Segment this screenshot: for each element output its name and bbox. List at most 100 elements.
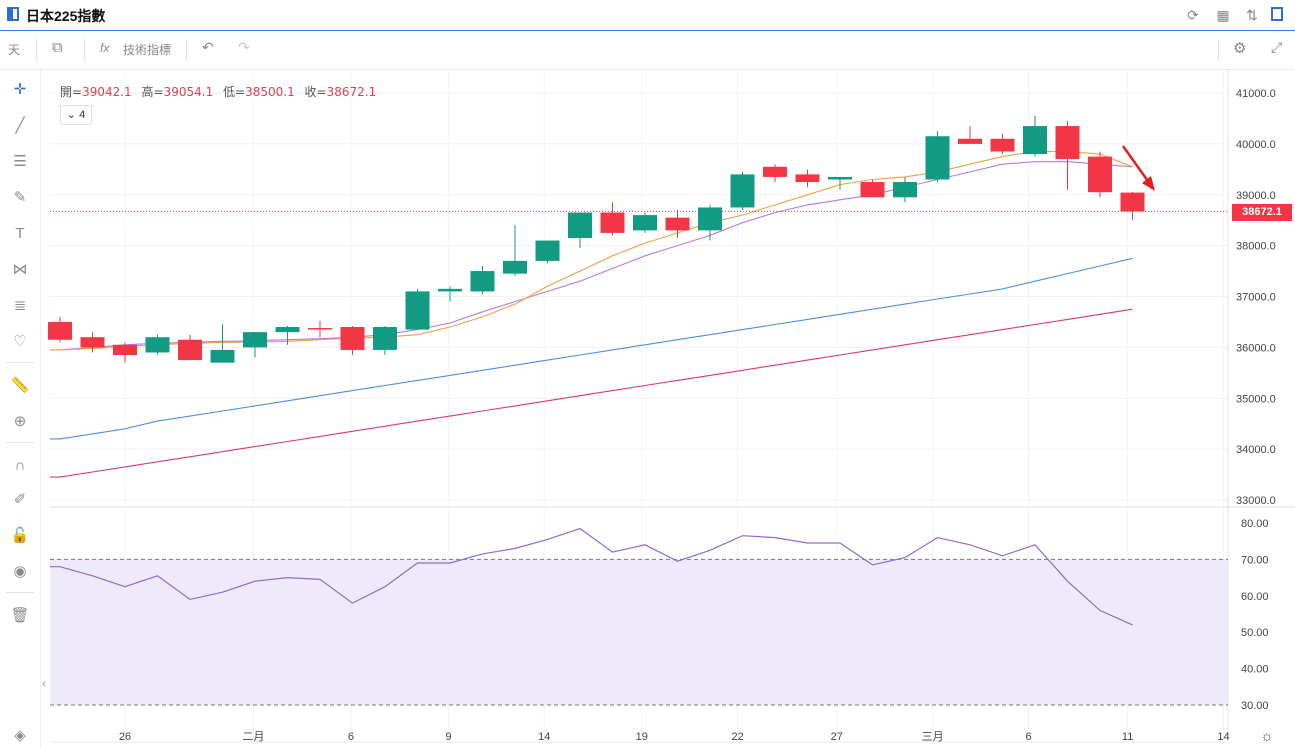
zoom-in-icon[interactable]: ⊕ [13,413,27,430]
y-tick-label: 35000.0 [1236,393,1276,405]
candle-body [210,349,235,363]
candle [48,316,72,343]
candle-body [665,217,690,231]
divider [84,39,85,61]
candle-body [340,327,365,350]
fx-icon[interactable]: fx [100,41,110,55]
right-panel-icon[interactable] [1271,7,1283,21]
indicator-collapse-button[interactable]: ⌄ 4 [60,105,92,125]
candle-body [795,174,820,183]
fib-icon[interactable]: ≣ [13,297,27,314]
settings-icon[interactable]: ⚙ [1233,40,1247,57]
candle-body [990,138,1015,152]
candle [665,210,690,238]
x-tick-label: 6 [1025,731,1031,743]
x-tick-label: 22 [732,731,744,743]
candle [308,320,332,338]
x-tick-label: 14 [538,731,550,743]
candle [1088,151,1112,198]
candle [113,342,137,363]
candle [1120,191,1145,221]
candle [990,133,1015,155]
candle [535,240,560,264]
eye-icon[interactable]: ◉ [13,563,27,580]
candle [698,204,722,241]
last-price-tag: 38672.1 [1232,204,1292,221]
x-tick-label: 11 [1122,731,1133,743]
grid-layout-icon[interactable]: ▦ [1216,7,1230,23]
x-tick-label: 27 [831,731,843,743]
chevron-down-icon: ⌄ [66,109,77,121]
candle [1055,120,1080,190]
divider [36,39,37,61]
candle [438,286,462,302]
x-tick-label: 6 [348,731,354,743]
candle [568,212,592,249]
close-value: 38672.1 [326,85,377,99]
y-tick-label: 41000.0 [1236,88,1276,100]
candle-body [113,344,137,356]
rsi-band [50,559,1228,705]
rsi-y-tick-label: 40.00 [1241,664,1269,676]
divider [6,442,34,443]
high-label: 高= [141,85,164,99]
candle [178,334,202,361]
x-tick-label: 三月 [922,731,944,743]
drawing-toolbar: ✛ ╱ ☰ ✎ T ⋈ ≣ ♡ 📏 ⊕ ∩ ✐ 🔓 ◉ 🗑 ◈ [0,70,41,748]
candle-body [1120,192,1145,212]
divider [186,39,187,61]
candle [730,171,755,211]
moving-averages [50,150,1228,478]
undo-icon[interactable]: ↶ [202,39,214,55]
brush-icon[interactable]: ✎ [13,189,27,206]
ma5-line [50,150,1133,351]
lock-drawing-icon[interactable]: ✐ [13,491,27,508]
x-tick-label: 14 [1217,731,1229,743]
candle-body [308,328,332,330]
layers-icon[interactable]: ◈ [14,727,26,744]
divider [1218,39,1219,61]
axis-settings-icon[interactable]: ☼ [1260,728,1274,745]
compare-icon[interactable]: ⇅ [1246,7,1258,23]
trash-icon[interactable]: 🗑 [10,607,30,624]
candle [210,324,235,363]
candle [1023,115,1047,157]
candle [828,176,852,190]
ruler-icon[interactable]: 📏 [10,377,30,394]
y-tick-label: 40000.0 [1236,139,1276,151]
candle-body [80,337,105,348]
open-label: 開= [60,85,83,99]
close-label: 收= [304,85,327,99]
timeframe-button[interactable]: 天 [8,43,21,57]
candle [373,326,397,356]
candle-body [568,212,592,238]
candle-body [828,176,852,180]
text-icon[interactable]: T [15,225,25,242]
collapse-left-icon[interactable]: ‹ [42,676,46,690]
refresh-icon[interactable]: ⟳ [1187,7,1199,23]
ohlc-legend: 開=39042.1 高=39054.1 低=38500.1 收=38672.1 [60,83,382,100]
candle [470,265,495,294]
magnet-icon[interactable]: ∩ [14,457,26,474]
lock-icon[interactable]: 🔓 [10,527,30,544]
panel-icon[interactable] [7,7,19,21]
candle-body [698,207,722,231]
indicators-button[interactable]: 技術指標 [123,43,172,57]
candlestick-icon[interactable]: ⧉ [52,39,63,56]
trend-line-icon[interactable]: ╱ [15,117,25,134]
open-value: 39042.1 [82,85,132,99]
y-tick-label: 36000.0 [1236,342,1276,354]
horizontal-lines-icon[interactable]: ☰ [13,153,27,170]
crosshair-icon[interactable]: ✛ [13,81,27,98]
y-tick-label: 34000.0 [1236,444,1276,456]
ma100-line [50,308,1133,478]
heart-icon[interactable]: ♡ [13,333,27,350]
rsi-panel [50,527,1228,706]
rsi-y-tick-label: 30.00 [1241,700,1269,712]
redo-icon[interactable]: ↷ [238,39,250,55]
pattern-icon[interactable]: ⋈ [12,261,28,278]
candle-body [1088,156,1112,193]
y-tick-label: 38000.0 [1236,241,1276,253]
fullscreen-icon[interactable]: ⤢ [1271,39,1283,55]
